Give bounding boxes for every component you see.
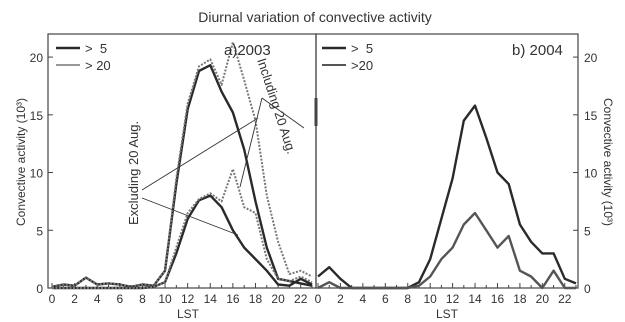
panel-a-series	[51, 41, 313, 290]
annotation-including-text: Including 20 Aug.	[254, 56, 299, 156]
y-tick-label-b: 10	[584, 167, 598, 181]
x-tick-label-b: 14	[468, 292, 482, 306]
series-line-a-3	[52, 194, 313, 290]
annotation-including-pointer-lower	[239, 97, 263, 188]
x-tick-label-a: 12	[181, 292, 195, 306]
panel-b-label: b) 2004	[512, 42, 563, 59]
y-tick-label-a: 0	[36, 282, 43, 296]
x-tick-label-a: 6	[116, 292, 123, 306]
x-tick-label-b: 20	[536, 292, 550, 306]
y-tick-label-b: 20	[584, 51, 598, 65]
x-tick-label-a: 4	[94, 292, 101, 306]
series-line-b-2	[317, 211, 576, 290]
panel-a-x-axis: 0 2 4 6 8 10 12 14 16 18 20 22	[49, 283, 313, 306]
x-tick-label-a: 10	[158, 292, 172, 306]
panel-b-series	[317, 104, 577, 290]
x-tick-label-a: 14	[204, 292, 218, 306]
series-line-a-2	[51, 41, 313, 288]
x-tick-label-b: 12	[446, 292, 460, 306]
x-tick-label-b: 22	[558, 292, 572, 306]
panel-a-label: a)2003	[224, 42, 271, 59]
x-tick-label-b: 18	[513, 292, 527, 306]
panel-b-ylabel: Convective activity (10³)	[601, 98, 615, 226]
panel-b-legend: > 5 >20	[322, 41, 373, 73]
annotation-excluding-pointer-lower	[141, 197, 239, 236]
annotation-including: Including 20 Aug.	[239, 56, 305, 188]
annotation-excluding-pointer-upper	[141, 117, 259, 191]
x-tick-label-a: 20	[271, 292, 285, 306]
x-tick-label-a: 22	[294, 292, 308, 306]
x-tick-label-b: 2	[337, 292, 344, 306]
x-tick-label-b: 10	[423, 292, 437, 306]
panel-a-ylabel: Convective activity (10³)	[14, 98, 28, 226]
panel-b-x-axis: 0 2 4 6 8 10 12 14 16 18 20 22	[315, 283, 577, 306]
panel-a: 0 5 10 15 20 0 2 4 6 8 10 12 14 16 18 20 22 a)2003 > 5 …	[14, 33, 317, 321]
annotation-excluding-text: Excluding 20 Aug.	[126, 121, 141, 225]
series-line-a-4	[52, 168, 313, 289]
legend-b-label-2: >20	[351, 58, 373, 73]
x-tick-label-a: 8	[139, 292, 146, 306]
annotation-including-pointer-upper	[261, 97, 305, 129]
panel-a-legend: > 5 > 20	[56, 41, 111, 73]
panel-b: 0 5 10 15 20 0 2 4 6 8 10 12 14 16 18 20 22 b) 2004 > 5…	[314, 33, 615, 321]
x-tick-label-b: 4	[360, 292, 367, 306]
y-tick-label-b: 5	[584, 224, 591, 238]
figure-title: Diurnal variation of convective activity	[198, 9, 431, 25]
series-line-a-1	[51, 63, 313, 288]
x-tick-label-b: 0	[315, 292, 322, 306]
panel-b-frame	[315, 33, 579, 289]
series-line-b-1	[317, 104, 577, 290]
legend-a-label-2: > 20	[85, 58, 111, 73]
legend-a-label-1: > 5	[85, 41, 107, 56]
x-tick-label-a: 0	[49, 292, 56, 306]
annotation-excluding: Excluding 20 Aug.	[126, 117, 259, 236]
y-tick-label-a: 20	[30, 51, 44, 65]
panel-b-xlabel: LST	[436, 307, 459, 321]
legend-b-label-1: > 5	[351, 41, 373, 56]
y-tick-label-a: 10	[30, 167, 44, 181]
panel-b-y-axis: 0 5 10 15 20	[573, 51, 598, 296]
x-tick-label-b: 6	[382, 292, 389, 306]
x-tick-label-a: 18	[249, 292, 263, 306]
x-tick-label-a: 16	[226, 292, 240, 306]
x-tick-label-b: 16	[491, 292, 505, 306]
x-tick-label-a: 2	[71, 292, 78, 306]
x-tick-label-b: 8	[404, 292, 411, 306]
panel-a-y-axis: 0 5 10 15 20	[30, 51, 53, 296]
y-tick-label-a: 15	[30, 109, 44, 123]
y-tick-label-a: 5	[36, 224, 43, 238]
y-tick-label-b: 0	[584, 282, 591, 296]
y-tick-label-b: 15	[584, 109, 598, 123]
panel-a-xlabel: LST	[177, 307, 200, 321]
